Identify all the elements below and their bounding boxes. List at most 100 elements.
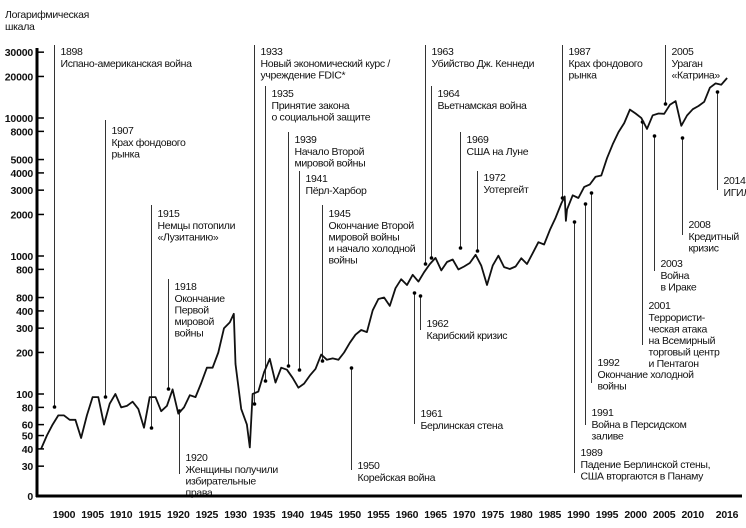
annotation-text: избирательные — [186, 476, 257, 488]
x-tick-label: 1915 — [138, 509, 161, 521]
x-tick-label: 1970 — [453, 509, 476, 521]
y-tick-label: 20000 — [5, 71, 34, 83]
annotation-text: Окончание Второй — [329, 220, 415, 232]
annotation-text: войны — [598, 381, 627, 393]
annotation-text: и начало холодной — [329, 243, 416, 255]
annotation-year: 1950 — [358, 460, 380, 472]
annotation-text: Начало Второй — [295, 146, 365, 158]
annotation-text: Испано-американская война — [61, 58, 193, 70]
annotation-text: торговый центр — [649, 347, 721, 359]
annotation-text: «Лузитанию» — [158, 232, 219, 244]
y-tick-label: 80 — [22, 402, 34, 414]
series-line-index — [40, 77, 728, 450]
y-tick-label: 3000 — [10, 185, 33, 197]
annotation-text: Крах фондового — [112, 137, 187, 149]
annotation-dot — [423, 262, 428, 266]
x-tick-label: 1950 — [339, 509, 362, 521]
annotation-text: и Пентагон — [649, 358, 700, 370]
annotation-text: рынка — [112, 149, 141, 161]
annotation-year: 1969 — [467, 134, 489, 146]
x-tick-label: 2010 — [681, 509, 704, 521]
y-tick-label: 30 — [22, 461, 34, 473]
annotation-year: 1962 — [427, 318, 449, 330]
annotation-year: 1989 — [581, 447, 603, 459]
annotation-text: Вьетнамская война — [438, 100, 528, 112]
annotation-dot — [412, 291, 417, 295]
annotation-year: 1898 — [61, 46, 83, 58]
x-tick-label: 1920 — [167, 509, 190, 521]
annotation-text: Убийство Дж. Кеннеди — [432, 58, 535, 70]
annotation-dot — [715, 90, 720, 94]
annotation-dot — [286, 364, 291, 368]
y-tick-label: 4000 — [10, 168, 33, 180]
annotation-text: Уотергейт — [484, 184, 529, 196]
annotation-text: Первой — [175, 305, 210, 317]
annotation-text: Немцы потопили — [158, 220, 236, 232]
y-tick-label: 10000 — [5, 113, 34, 125]
annotation-text: США вторгаются в Панаму — [581, 471, 705, 483]
x-tick-label: 1990 — [567, 509, 590, 521]
annotation-year: 1964 — [438, 88, 460, 100]
x-tick-label: 2005 — [653, 509, 676, 521]
annotation-year: 2003 — [661, 258, 683, 270]
annotation-text: Берлинская стена — [421, 420, 504, 432]
annotation-text: рынка — [569, 70, 598, 82]
x-tick-label: 1905 — [81, 509, 104, 521]
y-tick-label: 5000 — [10, 155, 33, 167]
y-tick-label: 2000 — [10, 209, 33, 221]
annotation-text: о социальной защите — [272, 112, 371, 124]
annotation-dot — [349, 366, 354, 370]
annotation-text: мировой — [175, 316, 215, 328]
annotation-dot — [263, 379, 268, 383]
x-tick-label: 2000 — [624, 509, 647, 521]
annotation-dot — [149, 426, 154, 430]
annotation-year: 1992 — [598, 357, 620, 369]
annotation-year: 1963 — [432, 46, 454, 58]
x-tick-label: 1980 — [510, 509, 533, 521]
annotation-text: учреждение FDIC* — [261, 70, 346, 82]
annotation-text: заливе — [592, 431, 624, 443]
annotation-text: Крах фондового — [569, 58, 644, 70]
x-tick-label: 1910 — [110, 509, 133, 521]
annotation-dot — [320, 359, 325, 363]
x-tick-label: 1935 — [253, 509, 276, 521]
annotation-text: Карибский кризис — [427, 330, 508, 342]
y-tick-label: 50 — [22, 431, 34, 443]
annotation-year: 1961 — [421, 408, 443, 420]
annotation-dot — [572, 220, 577, 224]
annotation-text: Женщины получили — [186, 464, 279, 476]
annotation-year: 2008 — [689, 219, 711, 231]
annotation-text: кризис — [689, 243, 719, 255]
annotation-year: 1907 — [112, 125, 134, 137]
series-layer — [40, 77, 728, 450]
x-tick-label: 1995 — [596, 509, 619, 521]
annotation-year: 1972 — [484, 172, 506, 184]
annotation-text: Падение Берлинской стены, — [581, 459, 711, 471]
y-tick-label: 8000 — [10, 126, 33, 138]
y-tick-label: 0 — [27, 491, 33, 503]
annotation-year: 1945 — [329, 208, 351, 220]
x-tick-label: 1900 — [53, 509, 76, 521]
annotation-year: 1939 — [295, 134, 317, 146]
annotation-dot — [589, 191, 594, 195]
annotation-text: ИГИЛ — [724, 187, 746, 199]
annotation-text: войны — [175, 328, 204, 340]
annotation-year: 2005 — [672, 46, 694, 58]
x-tick-label: 1955 — [367, 509, 390, 521]
